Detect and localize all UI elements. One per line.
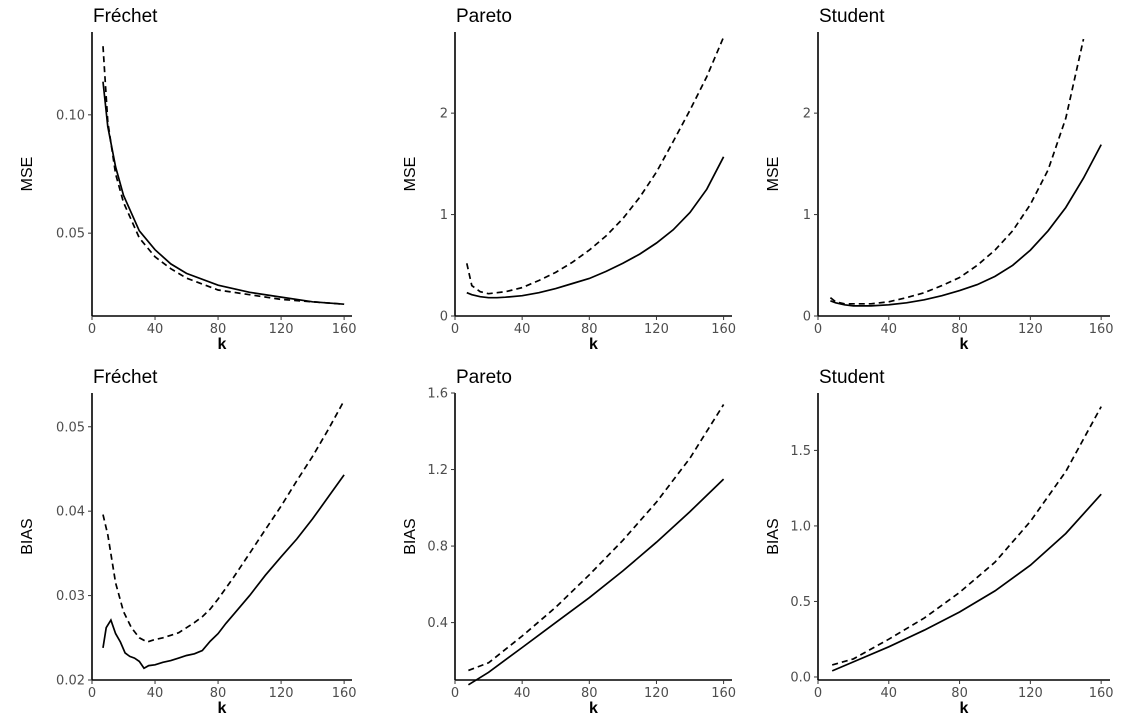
series-line-solid: [466, 156, 725, 299]
x-tick-label: 120: [269, 322, 294, 337]
y-tick-label: 1.5: [790, 444, 811, 459]
x-tick-label: 0: [88, 686, 96, 701]
x-tick-label: 120: [644, 686, 669, 701]
y-tick-label: 0.5: [790, 595, 811, 610]
x-tick-label: 80: [581, 322, 598, 337]
y-tick-label: 1.6: [427, 387, 448, 402]
x-axis-label: k: [960, 700, 969, 715]
x-tick-label: 0: [451, 322, 459, 337]
y-tick-label: 0.05: [56, 420, 85, 435]
x-tick-label: 80: [951, 322, 968, 337]
y-axis-label: MSE: [19, 157, 36, 192]
series-line-dashed: [102, 400, 345, 643]
x-tick-label: 160: [711, 686, 736, 701]
panel-1: Fréchet 0 40 80 120 160 0.05 0.10 k MSE: [19, 6, 357, 353]
series-line-dashed: [102, 46, 345, 306]
y-tick-label: 2: [440, 107, 448, 122]
y-tick-label: 0.03: [56, 589, 85, 604]
x-tick-label: 0: [451, 686, 459, 701]
panel-title: Fréchet: [93, 6, 158, 27]
panel-6: Student 0 40 80 120 160 0.0 0.5 1.0 1.5 k BIAS: [765, 367, 1114, 715]
panel-title: Student: [819, 367, 885, 388]
y-tick-label: 1.2: [427, 463, 448, 478]
y-tick-label: 0.0: [790, 670, 811, 685]
y-tick-label: 0: [440, 310, 448, 325]
x-tick-label: 120: [1018, 322, 1043, 337]
panel-title: Student: [819, 6, 885, 27]
x-tick-label: 80: [581, 686, 598, 701]
panel-3: Student 0 40 80 120 160 0 1 2 k MSE: [765, 6, 1114, 353]
y-tick-label: 2: [803, 107, 811, 122]
x-tick-label: 160: [332, 686, 357, 701]
series-line-solid: [831, 493, 1102, 672]
y-axis-label: BIAS: [402, 518, 419, 554]
y-tick-label: 0.4: [427, 616, 448, 631]
series-line-solid: [467, 478, 725, 686]
x-tick-label: 160: [1089, 686, 1114, 701]
x-axis-label: k: [218, 336, 227, 353]
y-tick-label: 1.0: [790, 519, 811, 534]
series-line-dashed: [468, 404, 725, 672]
x-tick-label: 40: [881, 686, 898, 701]
y-tick-label: 1: [440, 208, 448, 223]
x-tick-label: 40: [147, 686, 164, 701]
series-line-solid: [102, 81, 345, 306]
y-tick-label: 0.04: [56, 505, 85, 520]
x-tick-label: 0: [88, 322, 96, 337]
series-line-solid: [102, 474, 345, 670]
y-tick-label: 0.05: [56, 227, 85, 242]
y-axis-label: MSE: [765, 157, 782, 192]
x-axis-label: k: [589, 336, 598, 353]
y-axis-label: BIAS: [765, 518, 782, 554]
panel-5: Pareto 0 40 80 120 160 0.4 0.8 1.2 1.6 k BIAS: [402, 367, 736, 715]
panel-4: Fréchet 0 40 80 120 160 0.02 0.03 0.04 0.05 k BIAS: [19, 367, 357, 715]
x-tick-label: 160: [1089, 322, 1114, 337]
x-tick-label: 40: [147, 322, 164, 337]
y-tick-label: 0.10: [56, 108, 85, 123]
y-tick-label: 0.8: [427, 540, 448, 555]
x-tick-label: 40: [881, 322, 898, 337]
y-tick-label: 0: [803, 310, 811, 325]
x-tick-label: 40: [514, 322, 531, 337]
x-tick-label: 80: [210, 686, 227, 701]
x-axis-label: k: [218, 700, 227, 715]
panel-title: Pareto: [456, 367, 512, 388]
x-axis-label: k: [589, 700, 598, 715]
x-tick-label: 0: [814, 322, 822, 337]
y-tick-label: 0.02: [56, 674, 85, 689]
x-tick-label: 120: [644, 322, 669, 337]
y-tick-label: 1: [803, 208, 811, 223]
panel-title: Fréchet: [93, 367, 158, 388]
panel-title: Pareto: [456, 6, 512, 27]
panel-2: Pareto 0 40 80 120 160 0 1 2 k MSE: [402, 6, 736, 353]
y-axis-label: BIAS: [19, 518, 36, 554]
x-tick-label: 120: [269, 686, 294, 701]
x-tick-label: 80: [951, 686, 968, 701]
x-axis-label: k: [960, 336, 969, 353]
x-tick-label: 120: [1018, 686, 1043, 701]
series-line-solid: [830, 144, 1102, 307]
y-axis-label: MSE: [402, 157, 419, 192]
x-tick-label: 0: [814, 686, 822, 701]
series-line-dashed: [465, 36, 725, 295]
x-tick-label: 160: [711, 322, 736, 337]
x-tick-label: 80: [210, 322, 227, 337]
series-line-dashed: [829, 38, 1085, 305]
x-tick-label: 160: [332, 322, 357, 337]
series-line-dashed: [831, 406, 1102, 666]
x-tick-label: 40: [514, 686, 531, 701]
